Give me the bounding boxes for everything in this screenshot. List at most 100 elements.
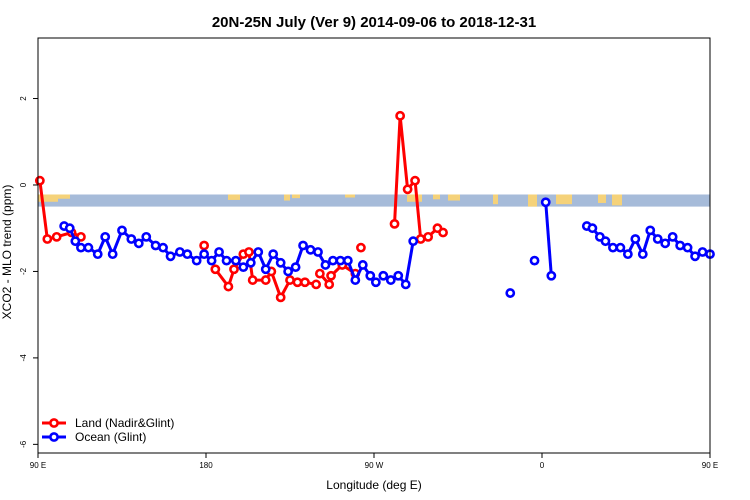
data-point (229, 264, 239, 275)
data-point (675, 240, 686, 251)
data-point (540, 197, 551, 208)
land-patch (284, 194, 290, 201)
data-point (587, 223, 598, 234)
y-tick-label: 0 (19, 182, 28, 187)
data-point (378, 270, 389, 281)
data-point (438, 227, 448, 238)
data-point (206, 255, 217, 266)
y-tick-label: -2 (19, 267, 28, 275)
data-point (389, 218, 400, 229)
data-point (546, 270, 557, 281)
data-point (667, 231, 678, 242)
data-point (245, 257, 256, 268)
y-tick-label: -6 (19, 440, 28, 448)
y-axis-label: XCO2 - MLO trend (ppm) (0, 185, 14, 320)
data-point (660, 238, 671, 249)
data-point (410, 175, 420, 186)
data-point (305, 244, 316, 255)
data-point (393, 270, 404, 281)
data-point (292, 277, 303, 288)
axes: 90 E 180 90 W 0 90 E 2 0 -2 -4 -6 (19, 96, 718, 470)
data-point (275, 292, 286, 303)
data-point (370, 277, 381, 288)
land-patch (228, 194, 240, 200)
data-point (311, 279, 322, 290)
data-point (150, 240, 161, 251)
data-point (92, 249, 103, 260)
data-point (141, 231, 152, 242)
data-point (165, 251, 176, 262)
legend: Land (Nadir&Glint)Ocean (Glint) (42, 416, 174, 444)
data-point (637, 249, 648, 260)
data-point (223, 281, 234, 292)
land-patch (38, 194, 58, 202)
data-point (395, 110, 406, 121)
x-tick-label: 90 W (365, 461, 384, 470)
data-point (126, 234, 137, 244)
data-point (630, 234, 641, 244)
data-point (230, 255, 241, 266)
data-point (350, 275, 361, 285)
legend-label: Ocean (Glint) (75, 430, 146, 444)
data-point (365, 270, 376, 281)
data-point (356, 242, 366, 253)
data-point (253, 247, 264, 257)
data-point (117, 225, 127, 236)
land-mask-shapes (38, 194, 622, 207)
y-tick-label: 2 (19, 96, 28, 101)
series-line (393, 114, 444, 241)
data-point (260, 264, 271, 275)
data-point (400, 279, 411, 290)
land-patch (433, 194, 440, 200)
x-tick-label: 90 E (30, 461, 46, 470)
data-point (300, 277, 310, 288)
data-point (342, 255, 353, 266)
data-point (199, 249, 210, 260)
land-patch (598, 194, 606, 203)
data-point (107, 249, 118, 260)
legend-label: Land (Nadir&Glint) (75, 416, 174, 430)
data-point (697, 247, 708, 257)
data-point (415, 234, 426, 244)
ocean-band (38, 194, 710, 207)
data-point (275, 257, 286, 268)
data-point (238, 262, 249, 273)
data-point (423, 231, 434, 242)
data-point (247, 275, 258, 285)
data-point (320, 260, 331, 270)
data-point (76, 242, 86, 253)
data-point (402, 184, 413, 195)
data-point (645, 225, 656, 236)
data-point (191, 255, 202, 266)
data-point (652, 234, 663, 244)
series-line (544, 202, 553, 276)
land-patch (407, 194, 422, 202)
data-point (34, 175, 45, 186)
data-point (326, 270, 336, 281)
data-point (100, 231, 111, 242)
data-point (385, 275, 396, 285)
data-point (608, 242, 618, 253)
land-patch (528, 194, 537, 207)
data-point (70, 236, 81, 247)
data-point (690, 251, 700, 262)
data-point (324, 279, 335, 290)
data-point (64, 223, 75, 234)
data-point (199, 240, 210, 251)
data-point (529, 255, 540, 266)
data-point (298, 240, 308, 251)
y-tick-label: -4 (19, 354, 28, 362)
series-layer (34, 110, 715, 303)
legend-marker (49, 418, 59, 428)
data-point (622, 249, 633, 260)
land-patch (58, 194, 70, 199)
data-point (615, 242, 626, 253)
x-tick-label: 0 (540, 461, 545, 470)
data-point (260, 275, 271, 285)
data-point (133, 238, 144, 249)
data-point (210, 264, 221, 275)
land-patch (345, 194, 355, 198)
data-point (158, 242, 168, 253)
x-tick-label: 90 E (702, 461, 718, 470)
